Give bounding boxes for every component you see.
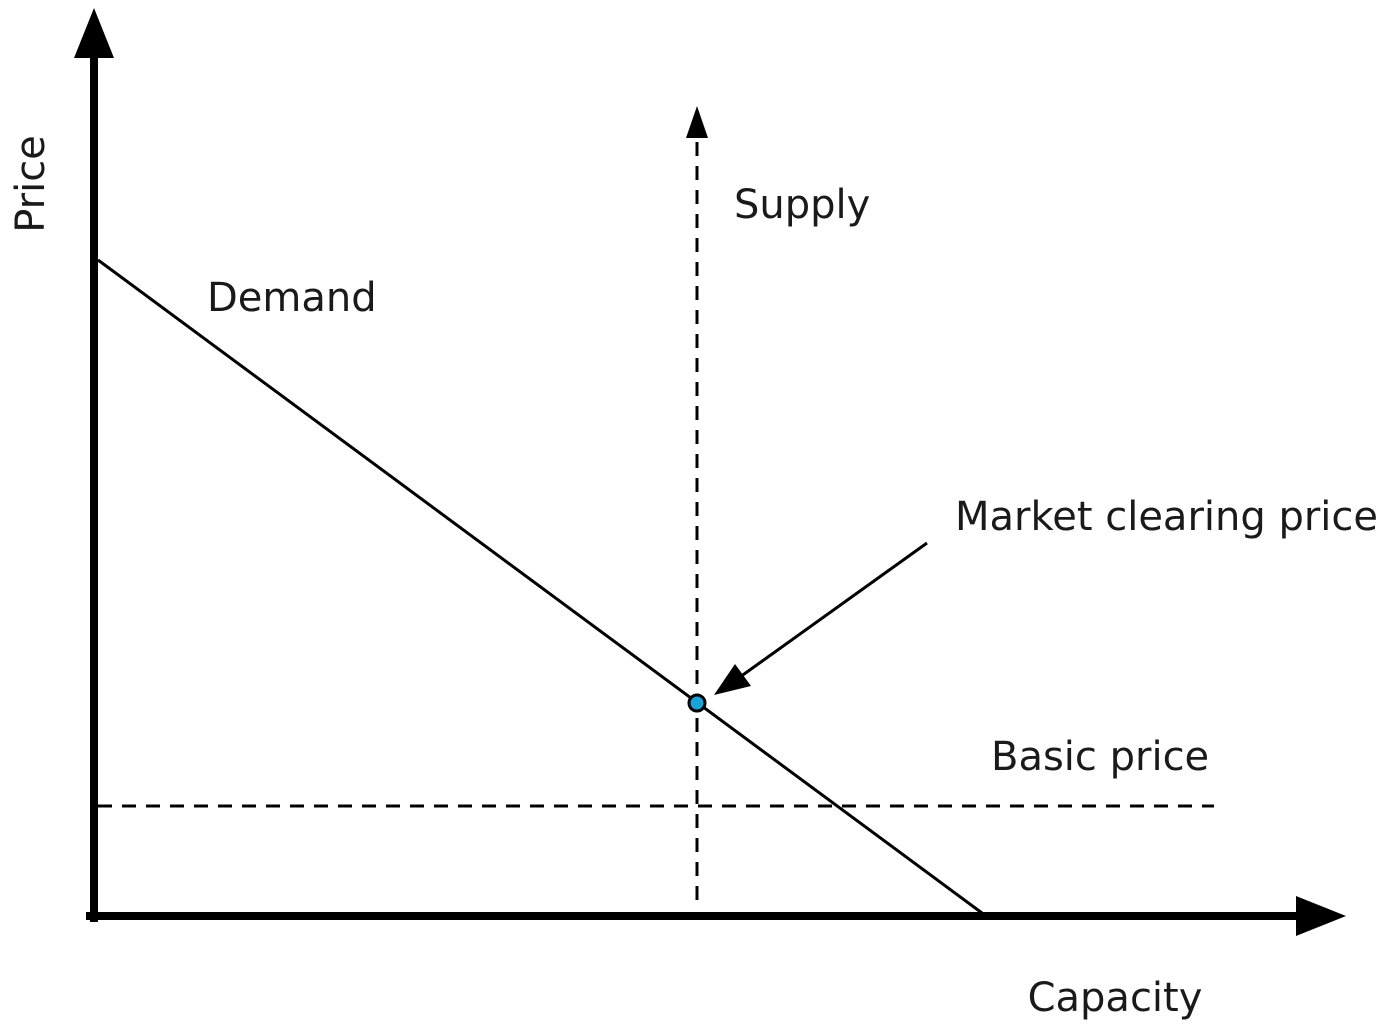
x-axis-label: Capacity [1028, 975, 1203, 1021]
y-axis-label: Price [8, 135, 54, 233]
demand-line [97, 258, 983, 915]
equilibrium-pointer-arrow [739, 541, 928, 679]
equilibrium-pointer-arrowhead [714, 664, 751, 695]
x-axis-arrowhead [1296, 896, 1346, 936]
supply-label: Supply [734, 182, 870, 228]
demand-label: Demand [207, 275, 377, 321]
supply-arrowhead [686, 106, 708, 138]
basic-price-label: Basic price [991, 734, 1209, 780]
y-axis-arrowhead [74, 8, 114, 58]
equilibrium-point [687, 693, 707, 713]
market-clearing-price-label: Market clearing price [955, 494, 1378, 540]
